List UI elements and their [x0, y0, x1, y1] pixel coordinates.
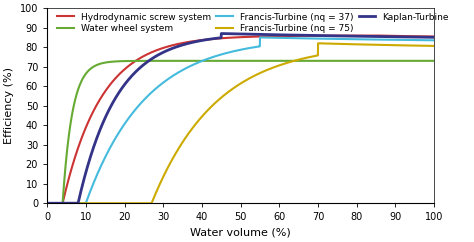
- Hydrodynamic screw system: [349, 34, 355, 37]
- Kaplan-Turbine: [420, 36, 426, 39]
- Hydrodynamic screw system: [420, 35, 426, 38]
- Water wheel system: [232, 59, 238, 62]
- Kaplan-Turbine: [64, 202, 70, 205]
- Francis-Turbine (nq = 75): [315, 42, 321, 45]
- Francis-Turbine (nq = 75): [64, 202, 70, 205]
- Water wheel system: [420, 59, 426, 62]
- Francis-Turbine (nq = 75): [349, 43, 355, 46]
- Legend: Hydrodynamic screw system, Water wheel system, Francis-Turbine (nq = 37), Franci: Hydrodynamic screw system, Water wheel s…: [55, 11, 450, 35]
- Hydrodynamic screw system: [232, 36, 238, 39]
- Line: Kaplan-Turbine: Kaplan-Turbine: [47, 34, 434, 203]
- Francis-Turbine (nq = 37): [431, 39, 437, 42]
- Water wheel system: [64, 151, 70, 154]
- Line: Francis-Turbine (nq = 37): Francis-Turbine (nq = 37): [47, 38, 434, 203]
- Francis-Turbine (nq = 75): [232, 85, 238, 88]
- Kaplan-Turbine: [420, 36, 426, 39]
- Hydrodynamic screw system: [420, 35, 426, 38]
- X-axis label: Water volume (%): Water volume (%): [190, 228, 291, 238]
- Hydrodynamic screw system: [222, 37, 228, 39]
- Francis-Turbine (nq = 37): [420, 39, 426, 42]
- Francis-Turbine (nq = 37): [257, 36, 263, 39]
- Francis-Turbine (nq = 37): [44, 202, 50, 205]
- Francis-Turbine (nq = 75): [44, 202, 50, 205]
- Francis-Turbine (nq = 75): [222, 93, 228, 96]
- Y-axis label: Efficiency (%): Efficiency (%): [4, 67, 14, 144]
- Water wheel system: [349, 59, 355, 62]
- Francis-Turbine (nq = 37): [232, 49, 238, 52]
- Kaplan-Turbine: [219, 32, 224, 35]
- Kaplan-Turbine: [431, 36, 437, 39]
- Francis-Turbine (nq = 37): [222, 52, 228, 55]
- Hydrodynamic screw system: [374, 34, 379, 37]
- Water wheel system: [420, 59, 426, 62]
- Francis-Turbine (nq = 75): [431, 45, 437, 47]
- Line: Francis-Turbine (nq = 75): Francis-Turbine (nq = 75): [47, 43, 434, 203]
- Water wheel system: [44, 202, 50, 205]
- Kaplan-Turbine: [44, 202, 50, 205]
- Hydrodynamic screw system: [64, 184, 70, 187]
- Line: Water wheel system: Water wheel system: [47, 61, 434, 203]
- Water wheel system: [422, 59, 428, 62]
- Water wheel system: [222, 59, 228, 62]
- Hydrodynamic screw system: [44, 202, 50, 205]
- Line: Hydrodynamic screw system: Hydrodynamic screw system: [47, 36, 434, 203]
- Kaplan-Turbine: [233, 32, 238, 35]
- Water wheel system: [431, 59, 437, 62]
- Francis-Turbine (nq = 75): [420, 44, 426, 47]
- Francis-Turbine (nq = 37): [349, 38, 355, 41]
- Francis-Turbine (nq = 37): [64, 202, 70, 205]
- Francis-Turbine (nq = 75): [420, 44, 426, 47]
- Kaplan-Turbine: [349, 35, 355, 38]
- Francis-Turbine (nq = 37): [420, 39, 426, 42]
- Hydrodynamic screw system: [431, 35, 437, 38]
- Kaplan-Turbine: [222, 32, 228, 35]
